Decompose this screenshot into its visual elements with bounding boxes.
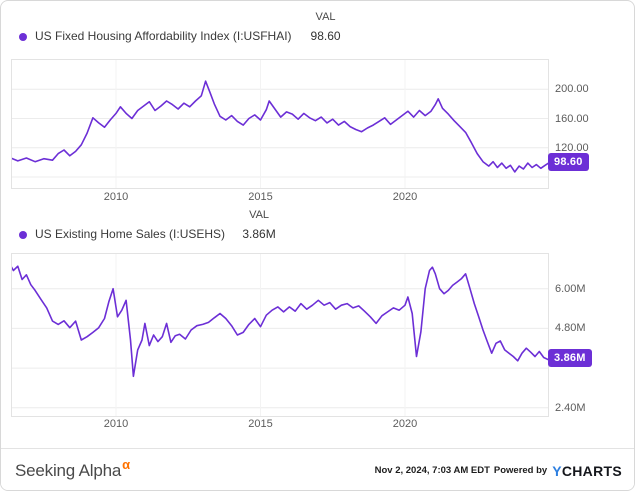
ycharts-charts: CHARTS <box>561 462 622 479</box>
legend-series-usehs: US Existing Home Sales (I:USEHS) <box>19 227 225 242</box>
line-chart-canvas-usehs <box>12 254 548 416</box>
y-axis-label: 6.00M <box>555 282 586 295</box>
x-axis-label: 2010 <box>103 191 129 203</box>
series-line <box>12 80 548 173</box>
footer: Seeking Alpha α Nov 2, 2024, 7:03 AM EDT … <box>1 448 634 490</box>
series-color-dot <box>19 32 27 41</box>
legend-series-usfhai: US Fixed Housing Affordability Index (I:… <box>19 29 292 44</box>
val-value: 3.86M <box>242 227 276 241</box>
x-axis-label: 2020 <box>392 418 418 430</box>
ycharts-logo[interactable]: YCHARTS <box>552 463 622 479</box>
y-axis-label: 160.00 <box>555 112 589 125</box>
val-block: VAL 98.60 <box>306 11 346 44</box>
series-label: US Existing Home Sales (I:USEHS) <box>35 227 226 241</box>
plot-box <box>11 253 549 417</box>
y-axis-label: 120.00 <box>555 141 589 154</box>
x-axis-label: 2010 <box>103 418 129 430</box>
y-axis-usehs: 6.00M 4.80M 2.40M <box>555 253 625 417</box>
val-header: VAL <box>249 209 270 221</box>
x-axis-label: 2020 <box>392 191 418 203</box>
y-axis-label: 200.00 <box>555 83 589 96</box>
x-axis-usehs: 2010 2015 2020 <box>12 418 548 434</box>
plot-box <box>11 59 549 189</box>
seeking-alpha-logo[interactable]: Seeking Alpha α <box>15 457 130 481</box>
plot-area-usehs: 6.00M 4.80M 2.40M 3.86M <box>1 253 634 417</box>
seeking-alpha-wordmark: Seeking Alpha <box>15 460 122 480</box>
series-label: US Fixed Housing Affordability Index (I:… <box>35 29 292 43</box>
val-value: 98.60 <box>310 29 341 43</box>
attribution: Nov 2, 2024, 7:03 AM EDT Powered by YCHA… <box>375 463 622 479</box>
val-header: VAL <box>315 11 336 23</box>
x-axis-label: 2015 <box>248 191 273 203</box>
y-axis-label: 2.40M <box>555 401 586 414</box>
last-value-badge: 3.86M <box>548 349 592 368</box>
y-axis-label: 4.80M <box>555 322 586 335</box>
timestamp: Nov 2, 2024, 7:03 AM EDT <box>374 465 490 476</box>
x-axis-label: 2015 <box>248 418 273 430</box>
ycharts-y: Y <box>552 462 562 479</box>
alpha-symbol: α <box>122 456 131 472</box>
last-value-badge: 98.60 <box>548 153 589 172</box>
plot-area-usfhai: 200.00 160.00 120.00 98.60 <box>1 59 634 189</box>
x-axis-usfhai: 2010 2015 2020 <box>12 191 548 207</box>
series-color-dot <box>19 230 27 239</box>
legend-usfhai: US Fixed Housing Affordability Index (I:… <box>19 11 346 44</box>
legend-usehs: US Existing Home Sales (I:USEHS) VAL 3.8… <box>19 209 279 242</box>
line-chart-canvas-usfhai <box>12 60 548 188</box>
powered-by-label: Powered by <box>493 465 548 476</box>
series-line <box>12 265 548 378</box>
y-axis-usfhai: 200.00 160.00 120.00 <box>555 59 625 189</box>
val-block: VAL 3.86M <box>239 209 279 242</box>
